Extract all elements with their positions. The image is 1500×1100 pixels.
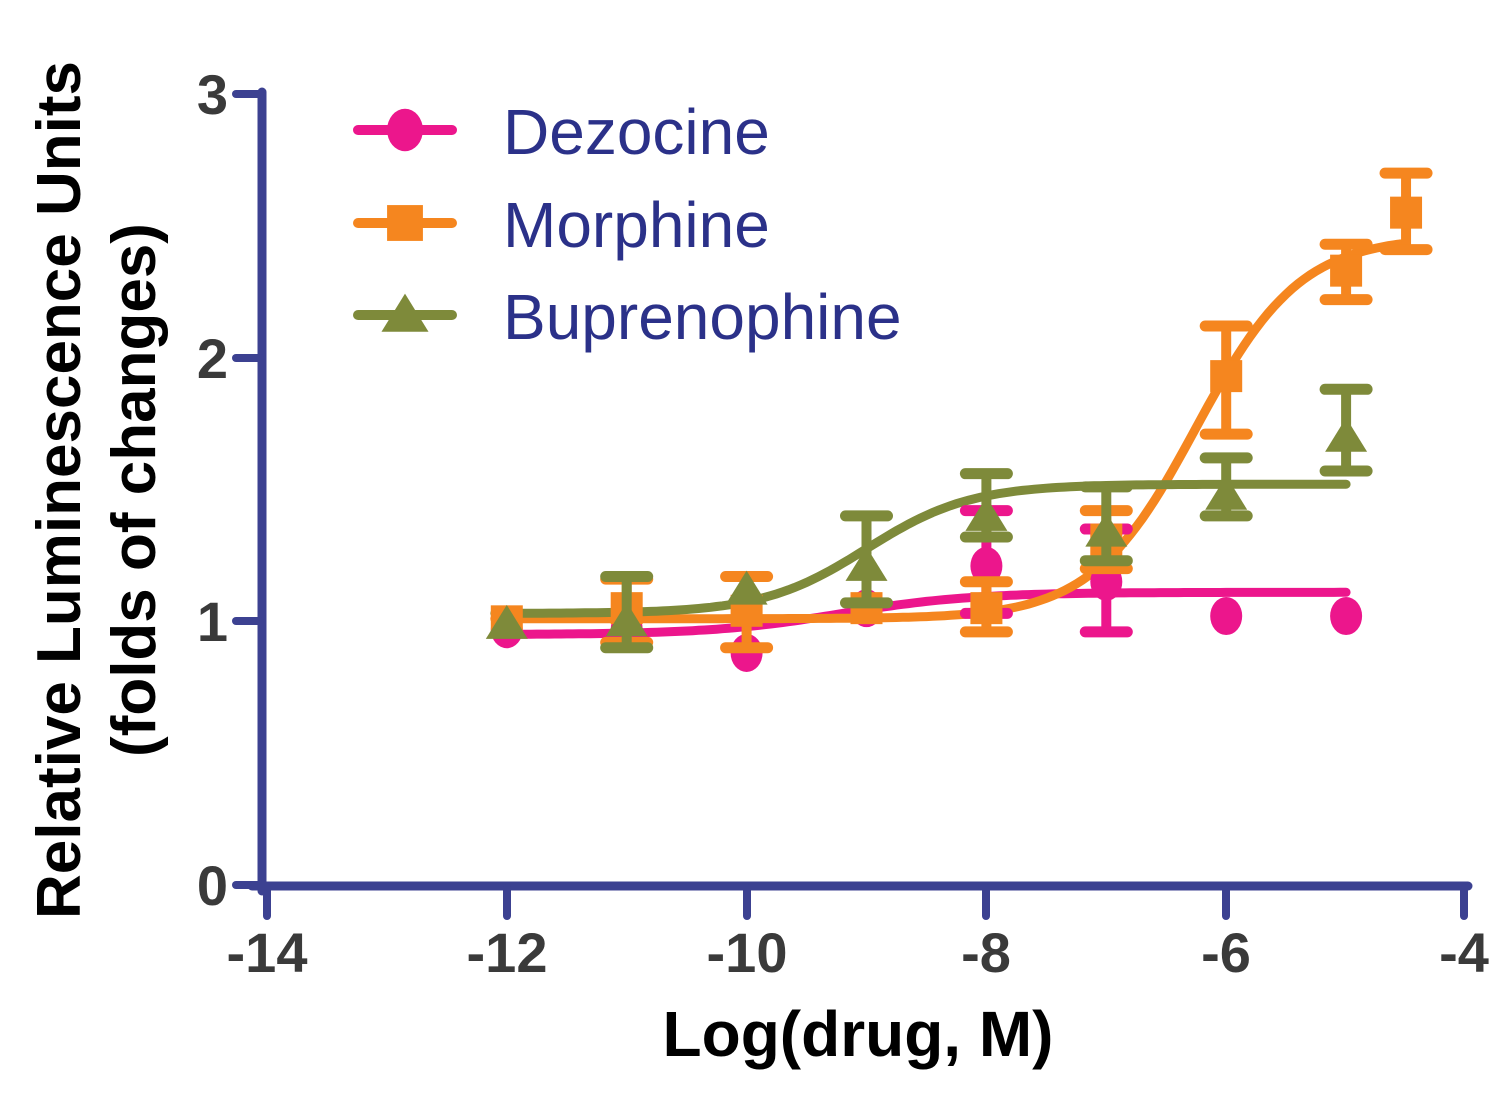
x-axis: -14 -12 -10 -8 -6 -4 bbox=[227, 881, 1489, 984]
morphine-fit-curve bbox=[490, 239, 1405, 624]
legend-label-dezocine: Dezocine bbox=[503, 96, 770, 168]
y-axis-title-line1: Relative Luminescence Units bbox=[25, 61, 94, 919]
legend: Dezocine Morphine Buprenophine bbox=[353, 96, 902, 353]
triangle-marker bbox=[605, 602, 648, 637]
triangle-marker bbox=[485, 604, 528, 639]
y-tick-label-2: 2 bbox=[197, 327, 228, 390]
triangle-marker bbox=[965, 496, 1008, 531]
buprenophine-points bbox=[485, 383, 1373, 654]
x-tick-label-m6: -6 bbox=[1201, 921, 1251, 984]
legend-marker-buprenophine-icon: Buprenophine bbox=[353, 281, 902, 353]
y-tick-label-3: 3 bbox=[197, 63, 228, 126]
square-marker bbox=[1330, 254, 1363, 287]
legend-marker-morphine-icon: Morphine bbox=[353, 189, 770, 261]
legend-label-morphine: Morphine bbox=[503, 189, 770, 261]
x-axis-title: Log(drug, M) bbox=[663, 998, 1054, 1070]
triangle-marker bbox=[845, 546, 888, 581]
x-tick-label-m14: -14 bbox=[227, 921, 308, 984]
x-tick-label-m10: -10 bbox=[707, 921, 788, 984]
x-tick-label-m12: -12 bbox=[467, 921, 548, 984]
circle-marker bbox=[387, 108, 423, 152]
circle-marker bbox=[970, 546, 1003, 585]
triangle-marker bbox=[1205, 475, 1248, 510]
circle-marker bbox=[1330, 597, 1363, 636]
square-marker bbox=[970, 592, 1003, 625]
circle-marker bbox=[1210, 597, 1243, 636]
y-tick-label-0: 0 bbox=[197, 854, 228, 917]
square-marker bbox=[1210, 360, 1243, 393]
triangle-marker bbox=[381, 293, 429, 332]
x-tick-label-m4: -4 bbox=[1439, 921, 1489, 984]
square-marker bbox=[387, 205, 423, 241]
square-marker bbox=[1390, 196, 1423, 229]
triangle-marker bbox=[1325, 417, 1368, 452]
x-tick-label-m8: -8 bbox=[961, 921, 1011, 984]
legend-label-buprenophine: Buprenophine bbox=[503, 281, 902, 353]
series-layer bbox=[485, 167, 1433, 672]
y-axis-title-line2: (folds of changes) bbox=[100, 223, 169, 757]
triangle-marker bbox=[725, 570, 768, 605]
y-axis: 0 1 2 3 bbox=[197, 63, 267, 917]
y-tick-label-1: 1 bbox=[197, 590, 228, 653]
legend-marker-dezocine-icon: Dezocine bbox=[353, 96, 770, 168]
triangle-marker bbox=[1085, 512, 1128, 547]
